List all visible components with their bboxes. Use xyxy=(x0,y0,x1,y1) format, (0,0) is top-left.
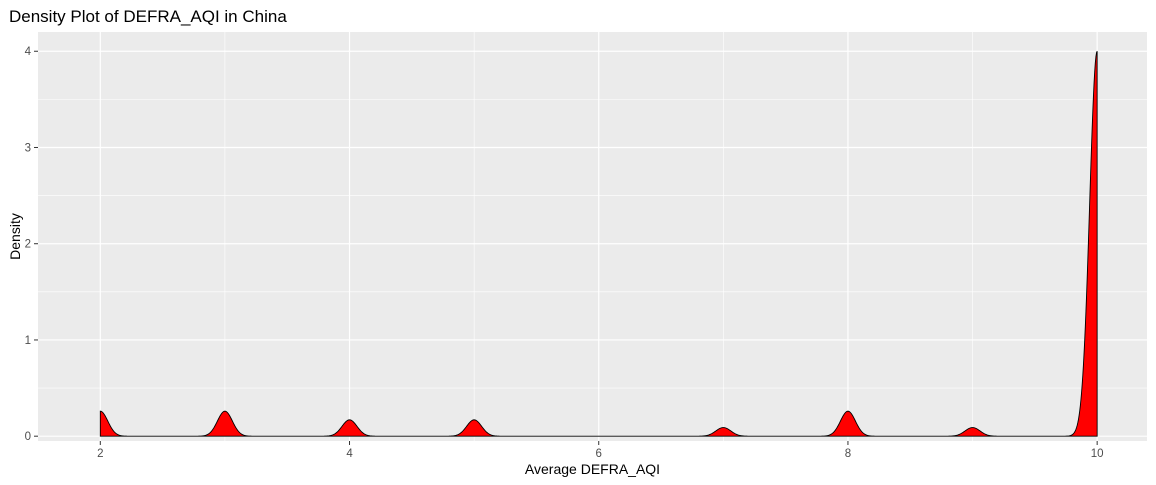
y-tick-label: 2 xyxy=(25,239,31,251)
y-tick-label: 3 xyxy=(25,142,31,154)
minor-gridlines xyxy=(38,32,1147,441)
y-axis: 0 1 2 3 4 xyxy=(25,46,38,443)
y-axis-title: Density xyxy=(7,213,23,260)
x-axis-title: Average DEFRA_AQI xyxy=(525,461,660,477)
chart-title: Density Plot of DEFRA_AQI in China xyxy=(9,7,287,26)
y-tick-label: 0 xyxy=(25,431,31,443)
x-axis: 2 4 6 8 10 xyxy=(97,441,1104,460)
x-tick-label: 4 xyxy=(346,448,353,460)
y-tick-label: 4 xyxy=(25,46,32,58)
x-tick-label: 8 xyxy=(845,448,851,460)
x-tick-label: 2 xyxy=(97,448,103,460)
density-line xyxy=(99,51,1098,437)
y-tick-label: 1 xyxy=(25,335,31,347)
x-tick-label: 10 xyxy=(1091,448,1104,460)
plot-panel xyxy=(38,32,1147,441)
x-tick-label: 6 xyxy=(596,448,602,460)
